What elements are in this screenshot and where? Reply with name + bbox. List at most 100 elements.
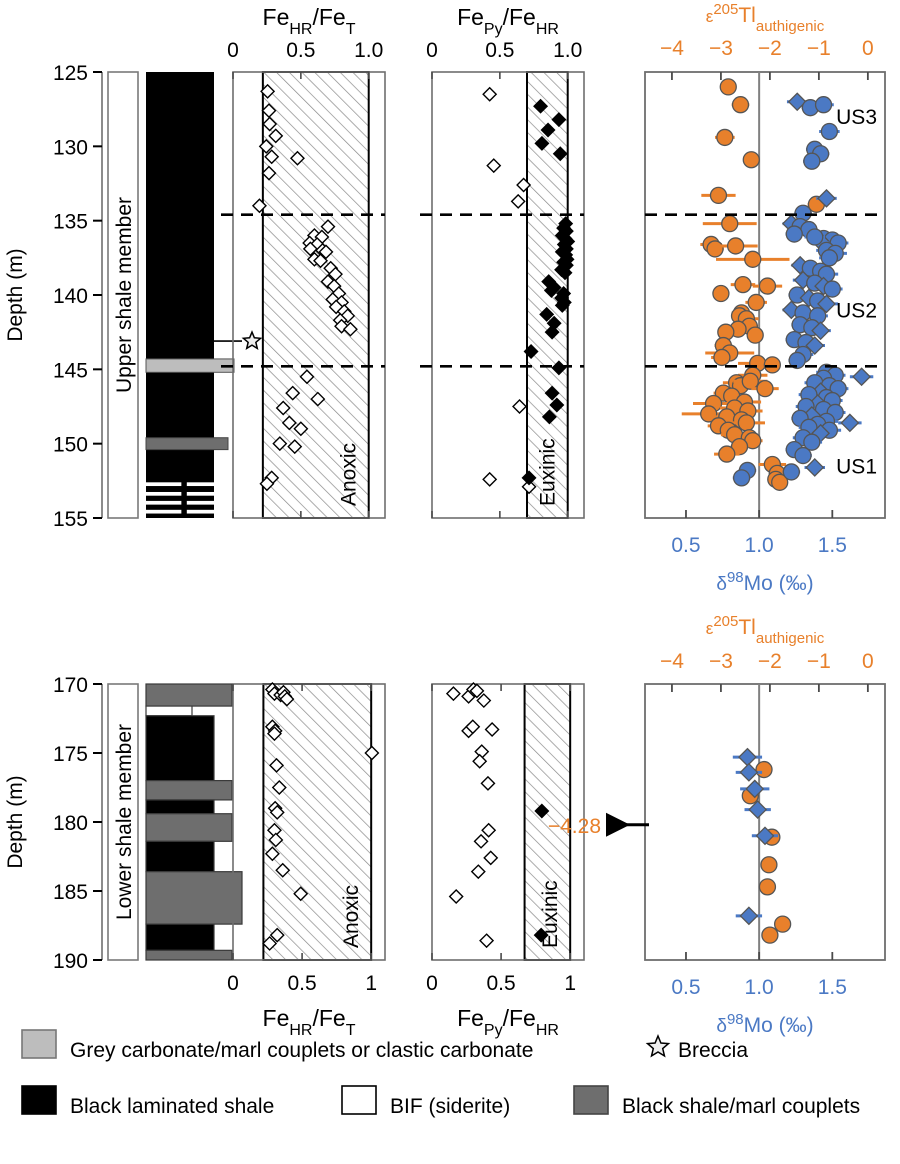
upper-isotope-panel-tl-marker xyxy=(731,96,750,114)
upper-depth-axis-tick-label: 150 xyxy=(53,434,88,457)
lower-fe-py-fe-hr-tick-label: 1 xyxy=(564,0,576,5)
lower-fe-hr-fe-t-open-marker xyxy=(269,757,285,773)
upper-fe-hr-fe-t-open-marker xyxy=(262,116,278,132)
annotation-value-label: −4.28 xyxy=(548,815,601,838)
upper-isotope-panel-mo-marker xyxy=(823,280,841,298)
upper-fe-hr-fe-t-open-marker xyxy=(261,103,277,119)
upper-fe-hr-fe-t-open-marker xyxy=(258,138,274,154)
upper-isotope-panel-mo-marker xyxy=(782,463,800,481)
upper-fe-hr-fe-t-open-marker xyxy=(302,241,318,257)
upper-fe-hr-fe-t-open-marker xyxy=(289,150,305,166)
legend-swatch-white-bif xyxy=(341,1085,377,1115)
upper-fe-hr-fe-t-shade-label: Anoxic xyxy=(338,443,361,506)
upper-fe-hr-fe-t-open-marker xyxy=(287,439,303,455)
upper-member-label: Upper shale member xyxy=(113,197,136,393)
lower-depth-axis-tick-label: 180 xyxy=(53,812,88,835)
lower-isotope-panel-tl-tick-label: 0 xyxy=(862,650,874,673)
lower-depth-axis-tick-label: 190 xyxy=(53,950,88,973)
zone-label-us1: US1 xyxy=(836,455,877,478)
upper-isotope-panel-tl-marker xyxy=(709,186,728,205)
upper-depth-axis-title: Depth (m) xyxy=(4,248,27,341)
lower-fe-py-fe-hr: 0 0.5 1 Euxinic xyxy=(426,0,585,961)
upper-isotope-panel-tl-axis-title: ε205Tlauthigenic xyxy=(706,1,825,35)
upper-fe-py-fe-hr-open-marker xyxy=(486,158,502,174)
lower-fe-hr-fe-t-shade-label: Anoxic xyxy=(340,885,363,948)
upper-fe-py-fe-hr-title: FePy/FeHR xyxy=(457,4,559,38)
upper-isotope-panel-frame xyxy=(644,71,886,519)
lith-black-shale-marl xyxy=(145,683,233,707)
lower-fe-hr-fe-t-open-marker xyxy=(275,862,291,878)
lith-bif-siderite xyxy=(145,705,193,717)
upper-isotope-panel-mo-marker xyxy=(785,225,803,243)
upper-isotope-panel-tl-marker xyxy=(742,151,760,169)
upper-isotope-panel-mo-marker xyxy=(817,188,836,208)
lith-black-shale-marl xyxy=(145,813,233,842)
upper-isotope-panel-mo-marker xyxy=(732,469,751,487)
legend-label-breccia: Breccia xyxy=(678,1039,748,1062)
lower-fe-py-fe-hr-tick-label: 0 xyxy=(426,0,438,5)
upper-depth-axis-tick-label: 140 xyxy=(53,285,88,308)
lower-fe-py-fe-hr-open-marker xyxy=(469,683,485,699)
upper-fe-py-fe-hr-filled-marker xyxy=(540,122,556,138)
lower-depth-axis-tick-label: 170 xyxy=(53,674,88,697)
upper-fe-hr-fe-t-open-marker xyxy=(264,149,280,165)
upper-isotope-panel-mo-marker xyxy=(811,321,831,341)
lower-isotope-panel-mo-marker xyxy=(739,762,759,782)
lower-depth-axis-tick-label: 185 xyxy=(53,881,88,904)
lith-bif-stripe xyxy=(146,500,182,505)
lith-bif-stripe xyxy=(146,509,182,514)
upper-isotope-panel-mo-marker xyxy=(814,96,833,114)
lower-fe-py-fe-hr-tick-label: 0.5 xyxy=(486,0,515,5)
lower-fe-py-fe-hr-filled-marker xyxy=(534,803,550,819)
upper-isotope-panel-tl-marker xyxy=(726,237,745,255)
lower-fe-hr-fe-t-open-marker xyxy=(279,691,295,707)
breccia-star-icon xyxy=(241,330,263,350)
lower-fe-py-fe-hr-open-marker xyxy=(483,850,499,866)
lower-fe-py-fe-hr-filled-marker xyxy=(533,927,549,943)
upper-isotope-panel-tl-marker xyxy=(721,214,739,233)
lower-fe-hr-fe-t-tick-label: 1 xyxy=(365,0,377,5)
upper-isotope-panel-mo-axis-title: δ98Mo (‰) xyxy=(716,569,813,596)
lower-fe-hr-fe-t-open-marker xyxy=(262,935,278,951)
lower-fe-hr-fe-t-tick-label: 0 xyxy=(227,972,239,995)
upper-isotope-panel-tl-marker xyxy=(718,445,736,463)
lower-fe-hr-fe-t-open-marker xyxy=(293,886,309,902)
lower-isotope-panel-mo-marker xyxy=(739,906,759,926)
upper-fe-hr-fe-t-open-marker xyxy=(281,415,297,431)
upper-fe-hr-fe-t-open-marker xyxy=(275,400,291,416)
lower-fe-py-fe-hr-shade xyxy=(524,684,571,960)
upper-isotope-panel-mo-marker xyxy=(805,458,825,477)
upper-isotope-panel-mo-tick-label: 0.5 xyxy=(671,534,700,557)
lith-bif-stripe xyxy=(146,482,182,487)
lower-isotope-panel-tl-marker xyxy=(755,760,773,779)
lower-fe-hr-fe-t-open-marker xyxy=(271,780,287,795)
lower-fe-py-fe-hr-title: FePy/FeHR xyxy=(457,1005,559,1039)
lower-isotope-panel-mo-marker xyxy=(748,800,768,819)
upper-isotope-panel-tl-marker xyxy=(747,293,765,312)
upper-isotope-panel-mo-marker xyxy=(803,433,821,451)
upper-isotope-panel-tl-tick-label: −3 xyxy=(709,37,733,60)
upper-isotope-panel-tl-marker xyxy=(716,128,734,147)
lower-fe-hr-fe-t-frame xyxy=(232,683,386,961)
lower-isotope-panel-tl-axis-title: ε205Tlauthigenic xyxy=(706,613,825,647)
upper-fe-py-fe-hr-frame xyxy=(431,71,585,519)
upper-lithology-column xyxy=(145,72,263,518)
upper-isotope-panel-mo-tick-label: 1.5 xyxy=(818,534,847,557)
lower-fe-py-fe-hr-open-marker xyxy=(473,833,489,849)
upper-fe-py-fe-hr-filled-marker xyxy=(549,397,565,413)
upper-fe-hr-fe-t-open-marker xyxy=(272,436,288,452)
upper-fe-hr-fe-t-open-marker xyxy=(259,476,275,492)
lower-fe-py-fe-hr-open-marker xyxy=(472,753,488,769)
lith-black-laminated-shale xyxy=(145,840,215,873)
lower-isotope-panel-tl-tick-label: −3 xyxy=(709,650,733,673)
lith-black-shale-marl xyxy=(145,871,243,925)
upper-isotope-panel-tl-tick-label: −4 xyxy=(660,37,684,60)
upper-fe-py-fe-hr-tick-label: 0 xyxy=(426,39,438,62)
upper-isotope-panel-mo-marker xyxy=(806,228,824,246)
lower-fe-py-fe-hr-open-marker xyxy=(479,933,495,949)
legend-label-black-shale-marl: Black shale/marl couplets xyxy=(622,1095,860,1118)
legend-label-black-laminated-shale: Black laminated shale xyxy=(70,1095,274,1118)
upper-isotope-panel-mo-marker xyxy=(840,413,860,433)
